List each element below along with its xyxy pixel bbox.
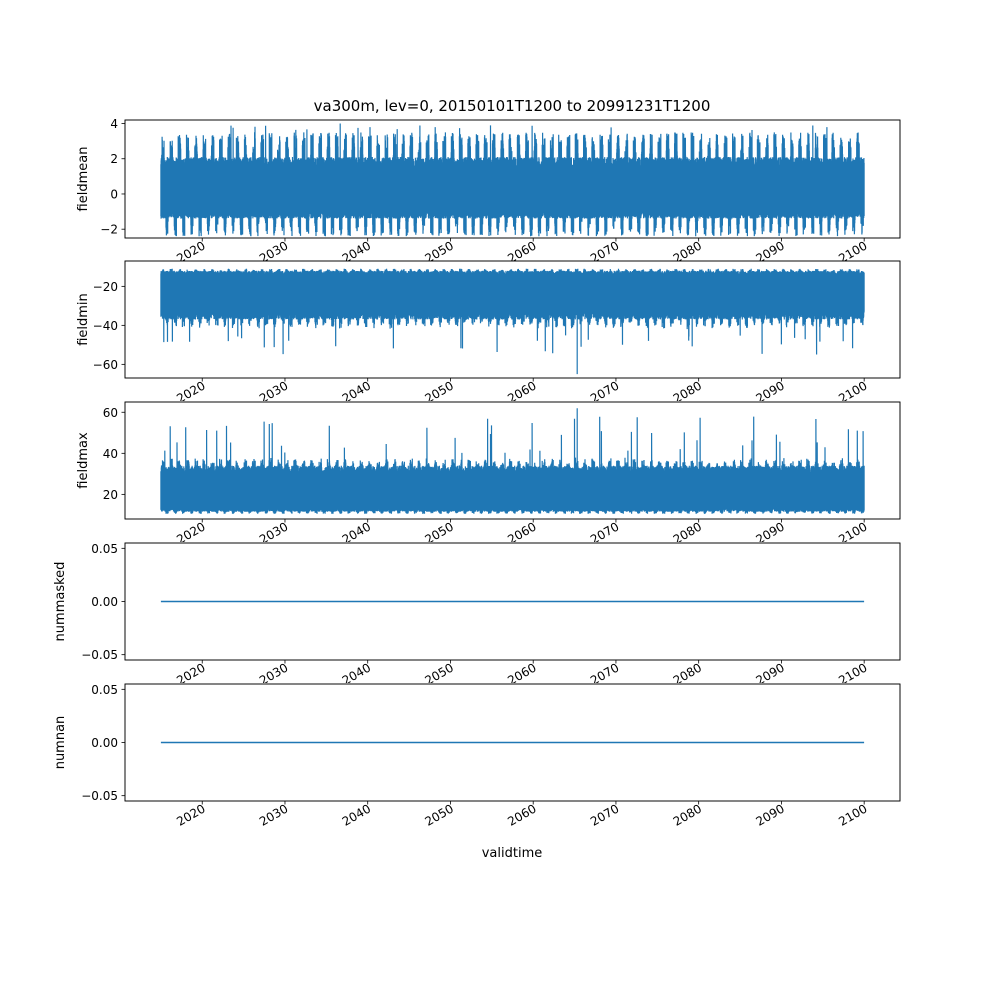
overlap-mask xyxy=(124,542,959,572)
y-tick-label: 0.05 xyxy=(91,542,118,556)
y-tick-label: 20 xyxy=(103,488,118,502)
y-tick-label: −20 xyxy=(93,280,118,294)
series-line-fieldmax xyxy=(160,408,865,514)
overlap-mask xyxy=(124,401,959,431)
x-axis-label: validtime xyxy=(482,846,543,861)
y-axis-label-fieldmean: fieldmean xyxy=(76,147,91,212)
y-tick-label: 60 xyxy=(103,406,118,420)
axes-frame-top-nummasked xyxy=(124,542,901,661)
y-tick-label: −2 xyxy=(100,223,118,237)
y-tick-label: 4 xyxy=(110,117,118,131)
y-tick-label: 0.05 xyxy=(91,683,118,697)
series-line-fieldmin xyxy=(160,268,865,375)
y-tick-label: 0.00 xyxy=(91,595,118,609)
y-tick-label: 0 xyxy=(110,187,118,201)
y-axis-label-fieldmax: fieldmax xyxy=(76,432,91,489)
y-tick-label: −0.05 xyxy=(81,648,118,662)
axes-frame-top-numnan xyxy=(124,683,901,802)
y-tick-label: 2 xyxy=(110,152,118,166)
y-axis-label-nummasked: nummasked xyxy=(53,562,68,642)
axes-frame-top-fieldmin xyxy=(124,260,901,379)
y-tick-label: −60 xyxy=(93,358,118,372)
y-tick-label: 0.00 xyxy=(91,736,118,750)
y-tick-label: 40 xyxy=(103,447,118,461)
y-axis-label-fieldmin: fieldmin xyxy=(76,293,91,346)
series-line-fieldmean xyxy=(160,123,865,237)
overlap-mask xyxy=(124,683,959,713)
y-tick-label: −40 xyxy=(93,319,118,333)
y-axis-label-numnan: numnan xyxy=(53,716,68,770)
axes-frame-top-fieldmax xyxy=(124,401,901,520)
axes-frame-top-fieldmean xyxy=(124,119,901,239)
chart-title: va300m, lev=0, 20150101T1200 to 20991231… xyxy=(314,97,711,115)
y-tick-label: −0.05 xyxy=(81,789,118,803)
